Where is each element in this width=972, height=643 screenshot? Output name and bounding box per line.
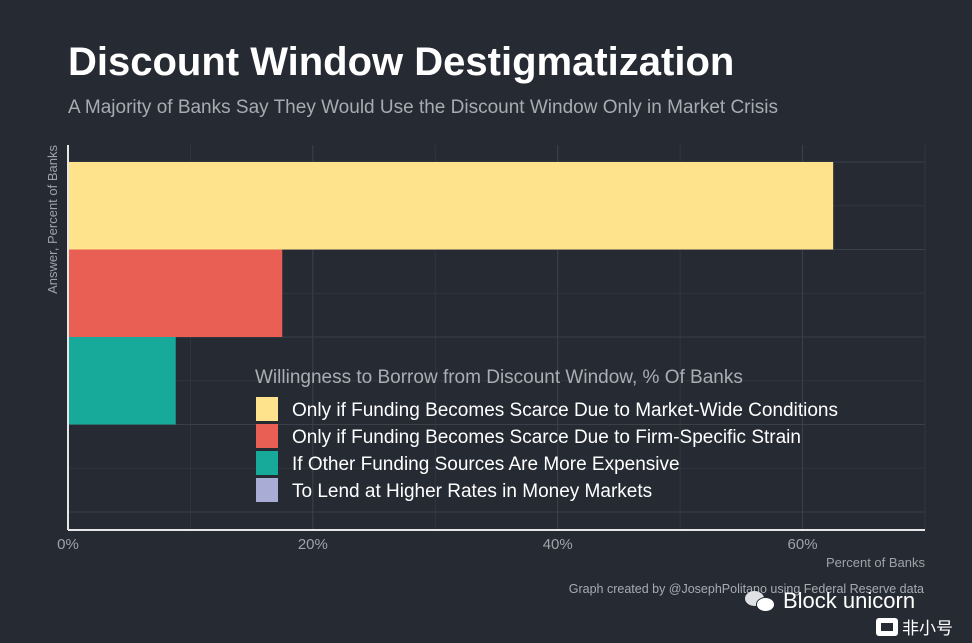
legend-swatch: [256, 424, 278, 448]
chart-title: Discount Window Destigmatization: [68, 40, 735, 84]
bar: [68, 249, 283, 337]
x-tick-label: 20%: [298, 536, 328, 553]
legend-swatch: [256, 478, 278, 502]
exchange-logo-icon: [876, 617, 898, 636]
legend-title: Willingness to Borrow from Discount Wind…: [255, 367, 743, 388]
bar: [68, 162, 834, 250]
legend-label: If Other Funding Sources Are More Expens…: [292, 454, 680, 475]
x-tick-label: 60%: [788, 536, 818, 553]
y-axis-label: Answer, Percent of Banks: [45, 145, 60, 294]
legend-swatch: [256, 451, 278, 475]
legend-label: Only if Funding Becomes Scarce Due to Fi…: [292, 427, 801, 448]
x-tick-label: 0%: [57, 536, 79, 553]
x-tick-label: 40%: [543, 536, 573, 553]
watermark: Block unicorn: [745, 588, 915, 614]
chart-subtitle: A Majority of Banks Say They Would Use t…: [68, 97, 778, 118]
legend-label: To Lend at Higher Rates in Money Markets: [292, 481, 652, 502]
watermark-secondary-text: 非小号: [902, 619, 953, 638]
bar: [68, 337, 176, 425]
legend-swatch: [256, 397, 278, 421]
x-axis-label: Percent of Banks: [826, 555, 925, 570]
source-caption: Graph created by @JosephPolitano using F…: [568, 582, 924, 596]
watermark-text: Block unicorn: [783, 588, 916, 613]
watermark-secondary: 非小号: [876, 614, 953, 639]
wechat-icon: [745, 589, 775, 613]
legend-label: Only if Funding Becomes Scarce Due to Ma…: [292, 400, 838, 421]
